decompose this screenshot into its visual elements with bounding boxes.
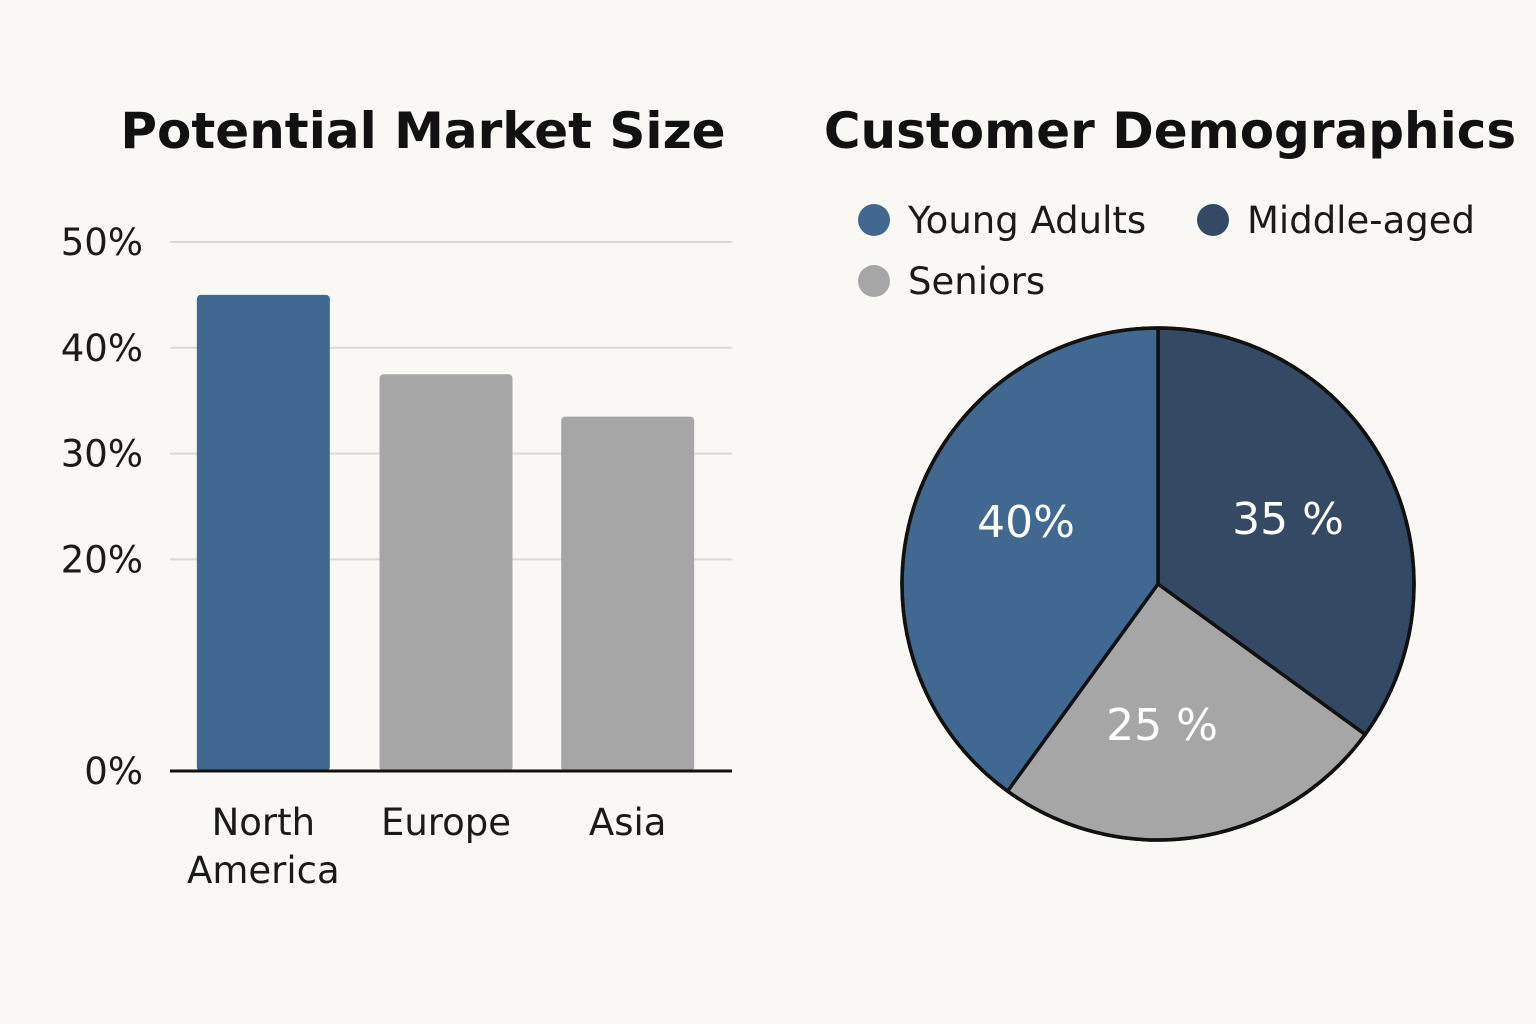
market-size-bar-chart: Potential Market Size 0% 20% 30% 40% 50% Nor… bbox=[61, 102, 732, 892]
customer-demographics-pie-chart: Customer Demographics Young Adults Middle… bbox=[824, 102, 1516, 842]
category-label-europe: Europe bbox=[381, 801, 511, 844]
legend-label-seniors: Seniors bbox=[908, 260, 1045, 303]
y-tick-label-0: 0% bbox=[84, 750, 143, 793]
category-label-asia: Asia bbox=[589, 801, 667, 844]
legend-label-middle-aged: Middle-aged bbox=[1247, 199, 1475, 242]
pie-chart-slices bbox=[900, 326, 1416, 842]
bar-asia bbox=[561, 416, 695, 771]
bar-chart-y-tick-labels: 0% 20% 30% 40% 50% bbox=[61, 221, 143, 793]
legend-item-seniors: Seniors bbox=[858, 260, 1045, 303]
bar-chart-category-labels: North America Europe Asia bbox=[187, 801, 666, 892]
pie-outline bbox=[900, 326, 1416, 842]
y-tick-label-20: 20% bbox=[61, 538, 143, 581]
pie-chart-title: Customer Demographics bbox=[824, 102, 1516, 160]
legend-swatch-young-adults bbox=[858, 204, 890, 236]
y-tick-label-50: 50% bbox=[61, 221, 143, 264]
legend-item-young-adults: Young Adults bbox=[858, 199, 1146, 242]
legend-swatch-middle-aged bbox=[1197, 204, 1229, 236]
legend-label-young-adults: Young Adults bbox=[907, 199, 1146, 242]
slice-label-middle-aged: 35 % bbox=[1232, 494, 1344, 545]
pie-chart-legend: Young Adults Middle-aged Seniors bbox=[858, 199, 1475, 303]
pie-chart-slice-labels: 35 % 25 % 40% bbox=[977, 494, 1344, 751]
legend-swatch-seniors bbox=[858, 265, 890, 297]
slice-label-seniors: 25 % bbox=[1106, 700, 1218, 751]
y-tick-label-30: 30% bbox=[61, 433, 143, 476]
category-label-north-america: North America bbox=[187, 801, 340, 892]
bar-europe bbox=[379, 374, 513, 771]
slice-label-young-adults: 40% bbox=[977, 497, 1075, 548]
bar-chart-title: Potential Market Size bbox=[120, 102, 725, 160]
legend-item-middle-aged: Middle-aged bbox=[1197, 199, 1475, 242]
bar-chart-bars bbox=[196, 294, 695, 771]
y-tick-label-40: 40% bbox=[61, 327, 143, 370]
bar-north-america bbox=[196, 294, 330, 771]
